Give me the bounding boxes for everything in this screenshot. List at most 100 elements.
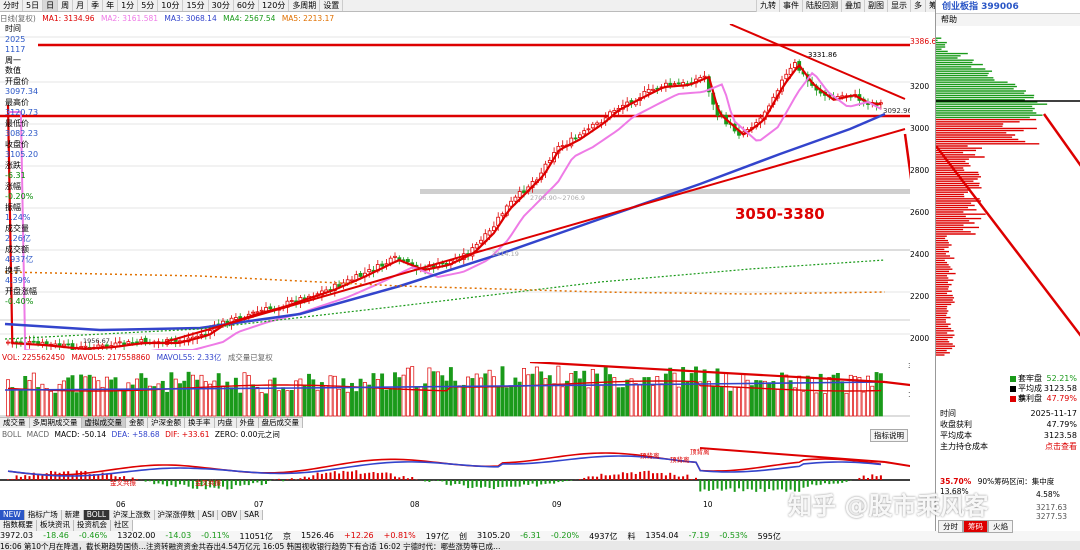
chip-tab-0[interactable]: 分时 (938, 520, 963, 533)
period-button-12[interactable]: 60分 (234, 0, 260, 11)
info-tab-2[interactable]: 投资机会 (74, 520, 111, 531)
volume-bar (40, 383, 45, 417)
volume-tab-6[interactable]: 内盘 (215, 418, 237, 428)
indicator-tab-0[interactable]: NEW (0, 510, 25, 520)
volume-bar (130, 384, 135, 417)
indicator-tab-1[interactable]: 指标广场 (25, 510, 62, 520)
period-button-10[interactable]: 15分 (183, 0, 209, 11)
indicator-help-button[interactable]: 指标说明 (870, 429, 908, 442)
period-button-7[interactable]: 1分 (118, 0, 139, 11)
period-button-9[interactable]: 10分 (158, 0, 184, 11)
volume-tab-7[interactable]: 外盘 (237, 418, 259, 428)
candle-body (380, 263, 385, 267)
info-value-10: 1.24% (5, 213, 31, 222)
candle-body (560, 145, 565, 147)
tool-button-6[interactable]: 多 (910, 0, 925, 12)
candle-body (117, 341, 122, 344)
info-label-2: 周一 (5, 55, 21, 65)
volume-bar (775, 389, 780, 417)
legend-row-0: 套牢盘 52.21% (1006, 374, 1080, 384)
period-button-13[interactable]: 120分 (259, 0, 290, 11)
indicator-tab-3[interactable]: BOLL (83, 510, 111, 520)
chip-legend: 套牢盘 52.21% 平均成本 3123.58 获利盘 47.79% (1006, 374, 1080, 404)
candle-body (491, 226, 496, 231)
chip-tab-1[interactable]: 筹码 (963, 520, 988, 533)
volume-bar (874, 372, 879, 417)
period-button-11[interactable]: 30分 (209, 0, 234, 11)
ma1-value: MA1: 3134.96 (42, 14, 95, 23)
price-chart[interactable]: 3331.86 3050-3380 3092.96 1956.67 2706.90~27… (0, 24, 910, 350)
volume-bar (784, 374, 789, 417)
tool-button-3[interactable]: 叠加 (841, 0, 864, 12)
tool-button-4[interactable]: 副图 (864, 0, 887, 12)
volume-tab-8[interactable]: 盘后成交量 (259, 418, 303, 428)
period-button-3[interactable]: 周 (58, 0, 74, 11)
candle-body (36, 341, 40, 344)
info-tab-3[interactable]: 社区 (111, 520, 133, 531)
period-button-8[interactable]: 5分 (138, 0, 159, 11)
chip-tabs: 分时 筹码 火焰 (938, 520, 1013, 533)
mavol55-value: MAVOL55: 2.33亿 (156, 353, 222, 362)
stat-row-2: 平均成本 3123.58 (936, 430, 1080, 441)
info-tab-1[interactable]: 板块资讯 (37, 520, 74, 531)
volume-chart[interactable]: 3773 1906 (0, 362, 910, 417)
ma4-line (4, 259, 886, 340)
volume-bar (823, 393, 827, 417)
indicator-tab-4[interactable]: 沪深上涨数 (110, 510, 155, 520)
period-button-4[interactable]: 月 (73, 0, 89, 11)
indicator-tab-5[interactable]: 沪深涨停数 (155, 510, 200, 520)
volume-bar (788, 380, 793, 417)
indicator-tab-2[interactable]: 新建 (62, 510, 84, 520)
tool-button-1[interactable]: 事件 (779, 0, 802, 12)
period-toolbar: 分时 5日日周月季年 1分 5分 10分 15分 30分 60分 120分 多周期 设置 (0, 0, 910, 12)
volume-bar (350, 382, 354, 417)
volume-tab-3[interactable]: 金额 (126, 418, 148, 428)
chip-tab-2[interactable]: 火焰 (988, 520, 1013, 533)
period-button-2[interactable]: 日 (43, 0, 59, 11)
ma1-line (6, 63, 882, 350)
price-tick-6: 2200 (910, 292, 930, 301)
volume-bar (418, 386, 423, 417)
candle-body (595, 122, 599, 125)
info-label-13: 换手 (5, 265, 21, 275)
info-value-13: 4.39% (5, 276, 31, 285)
volume-tab-0[interactable]: 成交量 (0, 418, 30, 428)
info-value-14: -0.40% (5, 297, 34, 306)
indicator-tab-8[interactable]: SAR (241, 510, 264, 520)
volume-bar (302, 384, 307, 417)
candle-body (784, 73, 789, 80)
period-button-6[interactable]: 年 (103, 0, 119, 11)
month-label-2: 08 (410, 500, 420, 509)
period-button-5[interactable]: 季 (88, 0, 104, 11)
volume-tab-5[interactable]: 换手率 (185, 418, 215, 428)
volume-tab-2[interactable]: 虚拟成交量 (81, 418, 126, 428)
tool-button-5[interactable]: 显示 (887, 0, 910, 12)
volume-bar (547, 375, 552, 417)
volume-bar (216, 373, 221, 417)
volume-bar (612, 377, 617, 417)
downtrend-line (729, 24, 906, 100)
period-button-1[interactable]: 5日 (23, 0, 44, 11)
tool-button-2[interactable]: 陆股回测 (802, 0, 841, 12)
volume-bar (569, 373, 574, 417)
period-button-14[interactable]: 多周期 (289, 0, 321, 11)
stat-row-3[interactable]: 主力持仓成本 点击查看 (936, 441, 1080, 452)
volume-bar (745, 379, 750, 417)
volume-bar (212, 380, 217, 417)
period-button-0[interactable]: 分时 (0, 0, 23, 11)
help-link[interactable]: 帮助 (936, 14, 1080, 26)
tool-button-0[interactable]: 九转 (756, 0, 779, 12)
volume-bar (560, 386, 565, 417)
indicator-tab-7[interactable]: OBV (218, 510, 242, 520)
ticker-item-16: 4937亿 (589, 532, 618, 541)
volume-tab-1[interactable]: 多周期成交量 (30, 418, 82, 428)
volume-bar (706, 380, 711, 417)
tool-button-7[interactable]: 筹 (925, 0, 940, 12)
vol-tick-0: 3773 (908, 362, 910, 370)
info-tab-0[interactable]: 指数概要 (0, 520, 37, 531)
volume-tab-4[interactable]: 沪深金额 (148, 418, 185, 428)
period-button-15[interactable]: 设置 (320, 0, 344, 11)
indicator-tab-6[interactable]: ASI (199, 510, 219, 520)
conc-value: 35.70% (940, 477, 972, 486)
